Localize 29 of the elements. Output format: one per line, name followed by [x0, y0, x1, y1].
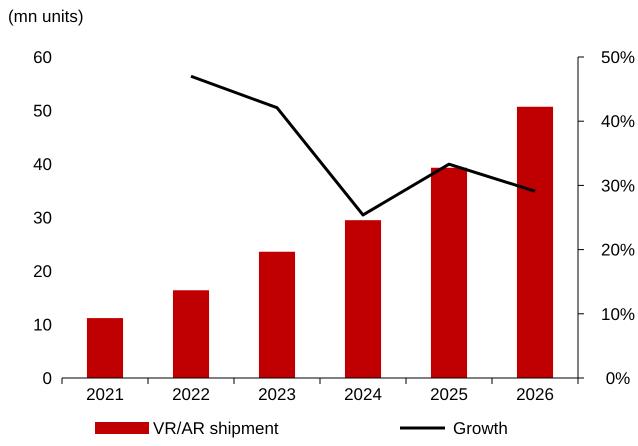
y-tick-label: 0	[42, 368, 52, 388]
line-series	[190, 74, 536, 216]
bar	[430, 168, 468, 378]
x-tick-label: 2024	[344, 385, 382, 404]
y-tick-label: 10	[33, 315, 52, 334]
x-tick-label: 2026	[516, 385, 554, 404]
x-tick-label: 2025	[430, 385, 468, 404]
y2-tick-label: 0%	[606, 368, 630, 388]
y2-tick-label: 30%	[600, 176, 636, 196]
bar	[172, 290, 210, 378]
y-tick-label: 30	[33, 208, 52, 228]
bar	[258, 252, 296, 378]
bar	[344, 220, 382, 378]
y2-tick-label: 40%	[600, 112, 636, 132]
y-tick-label: 50	[33, 101, 52, 120]
y2-tick-label: 50%	[600, 48, 636, 67]
y-tick-label: 60	[33, 48, 52, 67]
y2-tick-label: 10%	[600, 304, 636, 324]
y2-tick-label: 20%	[600, 240, 636, 260]
x-tick-label: 2023	[258, 385, 296, 404]
x-tick-label: 2021	[86, 385, 124, 404]
bar	[86, 318, 124, 378]
bar	[516, 106, 554, 378]
y-tick-label: 40	[33, 154, 52, 174]
y-axis-title: (mn units)	[8, 7, 84, 26]
y-tick-label: 20	[33, 262, 52, 281]
x-tick-label: 2022	[172, 385, 210, 404]
legend-label: Growth	[453, 419, 508, 438]
legend-label: VR/AR shipment	[153, 419, 279, 438]
